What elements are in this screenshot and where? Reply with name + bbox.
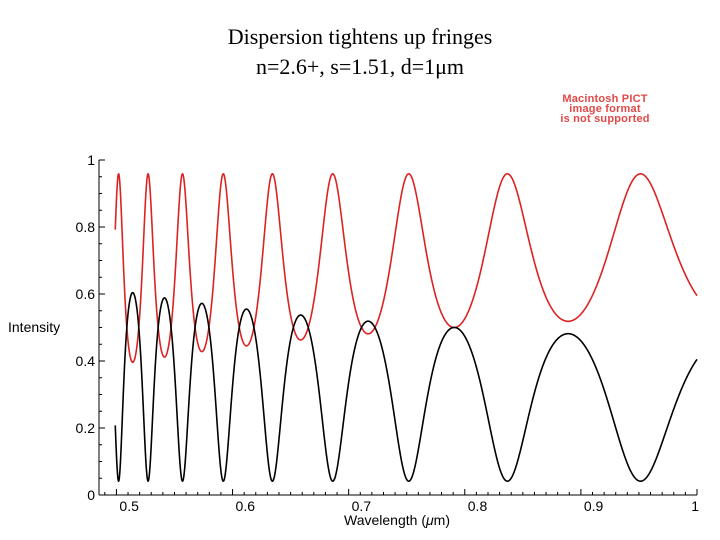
y-tick-label: 0: [87, 487, 95, 503]
placeholder-line-1: Macintosh PICT: [562, 93, 648, 105]
y-tick-label: 0.4: [76, 353, 96, 369]
y-tick-label: 0.6: [76, 286, 96, 302]
x-tick-label: 0.8: [468, 498, 488, 514]
y-tick-label: 0.8: [76, 219, 96, 235]
y-axis-label: Intensity: [8, 319, 60, 335]
series-line-transmission: [114, 173, 698, 364]
x-tick-label: 0.6: [236, 498, 256, 514]
placeholder-line-3: is not supported: [560, 113, 650, 125]
x-tick-label: 0.5: [119, 498, 139, 514]
x-tick-label: 0.7: [352, 498, 372, 514]
chart-subtitle: n=2.6+, s=1.51, d=1μm: [255, 54, 465, 79]
x-tick-label: 1: [691, 498, 699, 514]
x-axis-label: Wavelength (μm): [344, 512, 450, 528]
unsupported-image-placeholder: Macintosh PICT image format is not suppo…: [530, 93, 680, 125]
placeholder-line-2: image format: [569, 103, 641, 115]
series-line-reflection: [114, 291, 698, 482]
chart-title: Dispersion tightens up fringes: [227, 24, 493, 49]
x-tick-label: 0.9: [584, 498, 604, 514]
ticks: 0.5 0.6 0.7 0.8 0.9 1 0 0.2 0.4 0.6 0.8 1: [76, 152, 700, 514]
series-layer: [114, 173, 698, 482]
y-tick-label: 1: [87, 152, 95, 168]
y-tick-label: 0.2: [76, 420, 96, 436]
